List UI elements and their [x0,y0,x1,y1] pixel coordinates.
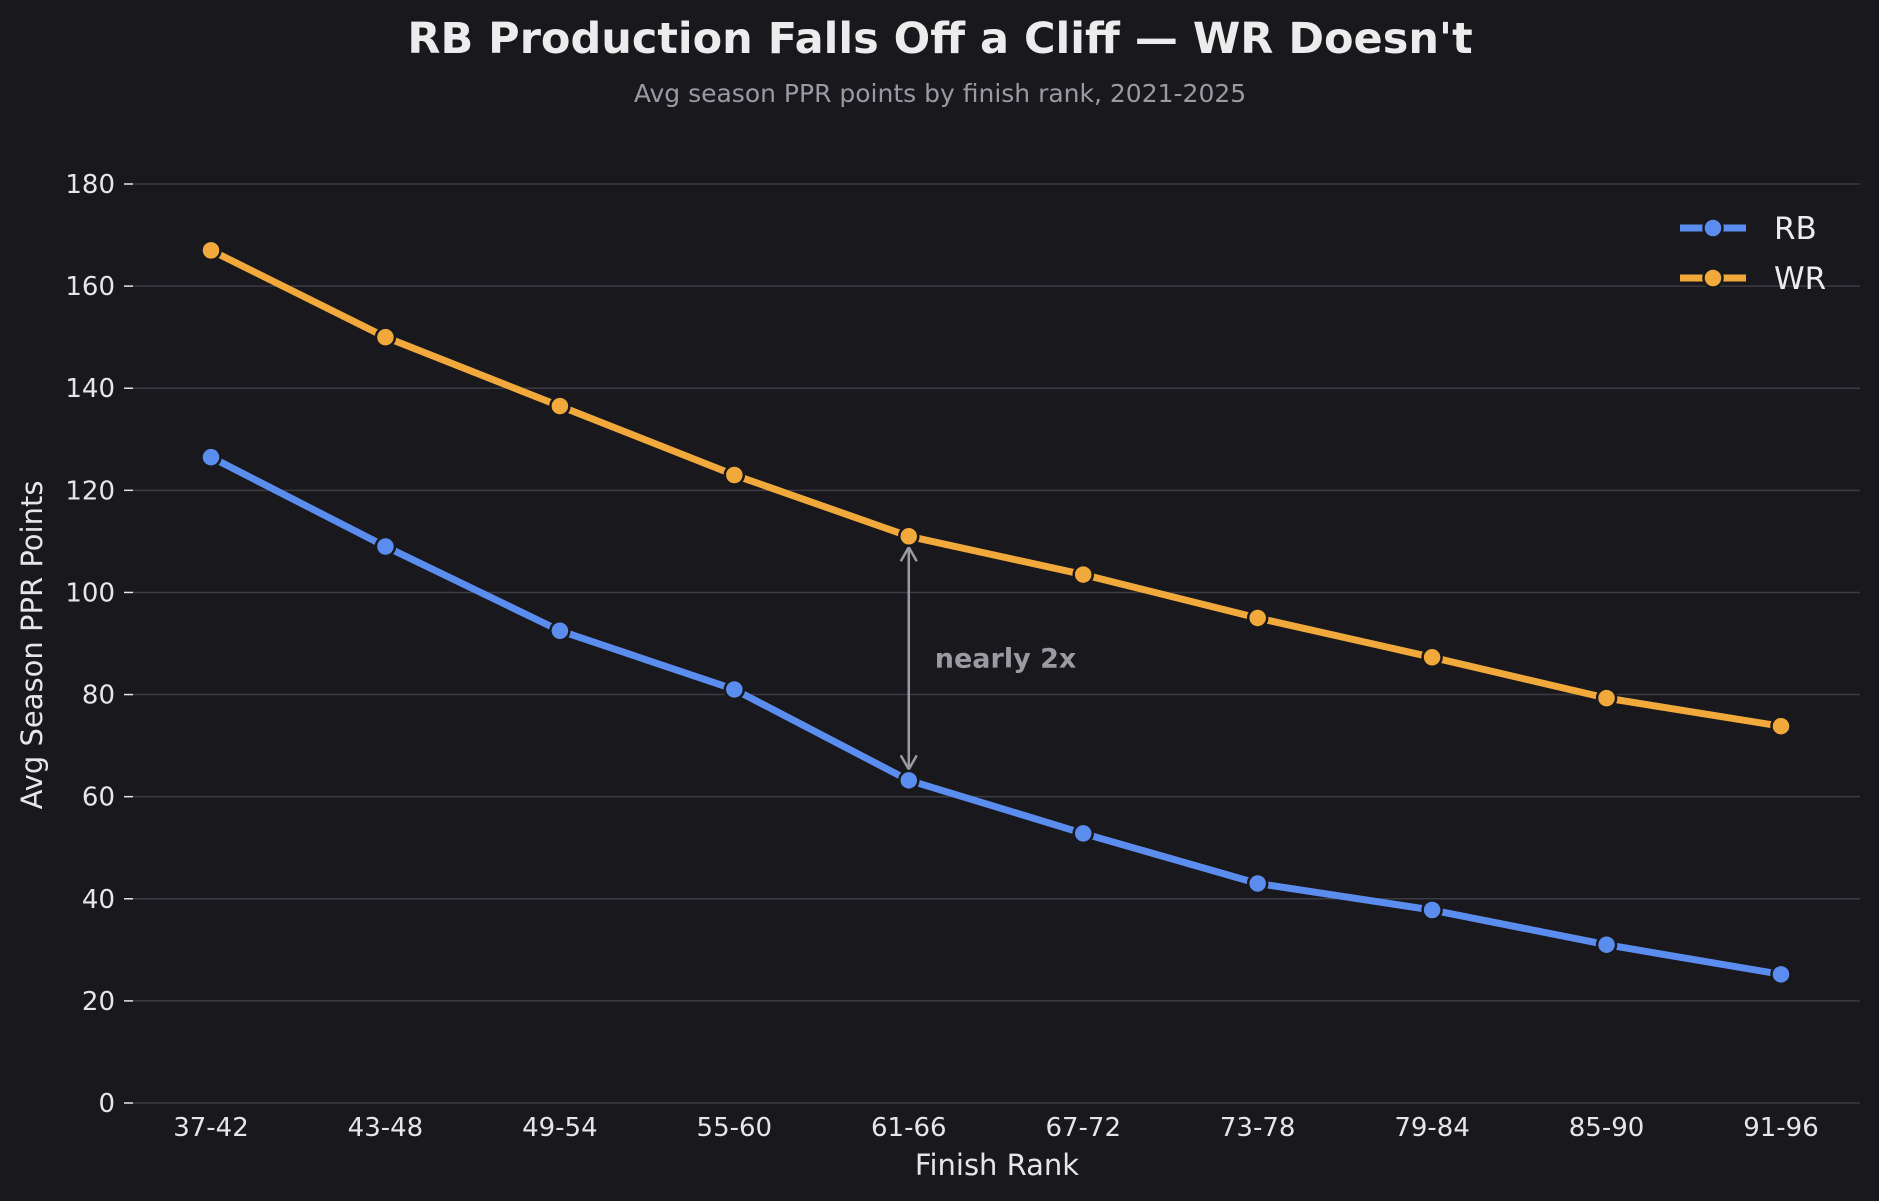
chart-subtitle: Avg season PPR points by finish rank, 20… [634,79,1246,108]
y-tick-label: 40 [82,885,115,915]
data-point [374,535,397,558]
data-point [1421,899,1443,921]
legend-label: WR [1774,261,1826,297]
gridlines [133,183,1860,1104]
data-point [200,446,222,468]
x-axis-label: Finish Rank [915,1148,1079,1182]
series-line [207,246,1785,730]
y-tick-label: 20 [82,987,115,1017]
data-point [1246,872,1269,895]
y-tick-label: 140 [65,374,115,404]
y-tick-label: 60 [82,783,115,813]
data-point [1072,563,1094,586]
data-point [549,619,571,642]
x-tick-label: 49-54 [522,1113,598,1143]
data-point [1770,963,1792,986]
data-point [723,678,746,701]
data-point [374,326,397,348]
annotation-label: nearly 2x [935,643,1077,674]
y-tick-label: 80 [82,681,115,711]
y-tick-label: 160 [65,272,115,302]
x-tick-label: 85-90 [1569,1113,1645,1143]
y-axis-ticks: 0 20 40 60 80 100 120 140 160 180 [65,170,133,1119]
series-wr [200,239,1792,737]
series-rb [200,446,1792,986]
y-tick-label: 100 [65,578,115,608]
data-point [549,395,571,417]
legend-swatch-marker [1702,267,1724,289]
legend-item: WR [1680,261,1826,297]
data-point [898,525,920,548]
data-point [1770,715,1792,737]
legend-swatch-marker [1702,217,1724,239]
data-point [1072,822,1094,845]
x-tick-label: 37-42 [173,1113,249,1143]
data-point [1246,607,1269,629]
y-tick-label: 0 [98,1089,115,1119]
data-point [723,464,746,486]
x-axis-ticks: 37-42 43-48 49-54 55-60 61-66 67-72 73-78 79-84… [173,1113,1819,1143]
data-point [200,239,222,262]
x-tick-label: 79-84 [1394,1113,1470,1143]
annotation-arrow-head-up [899,544,918,562]
annotation: nearly 2x [899,544,1077,772]
x-tick-label: 91-96 [1743,1113,1819,1143]
x-tick-label: 73-78 [1220,1113,1296,1143]
series-lines [200,239,1792,986]
annotation-arrow-head-down [899,754,918,772]
legend: RB WR [1680,211,1826,297]
legend-label: RB [1774,211,1817,247]
data-point [898,769,920,792]
data-point [1421,646,1443,669]
legend-item: RB [1680,211,1817,247]
series-line [207,453,1785,978]
y-tick-label: 180 [65,170,115,200]
x-tick-label: 43-48 [348,1113,424,1143]
chart-title: RB Production Falls Off a Cliff — WR Doe… [407,14,1472,64]
data-point [1595,687,1618,709]
y-tick-label: 120 [65,476,115,506]
data-point [1595,933,1618,956]
x-tick-label: 61-66 [871,1113,947,1143]
x-tick-label: 67-72 [1045,1113,1121,1143]
y-axis-label: Avg Season PPR Points [15,481,49,810]
x-tick-label: 55-60 [697,1113,773,1143]
